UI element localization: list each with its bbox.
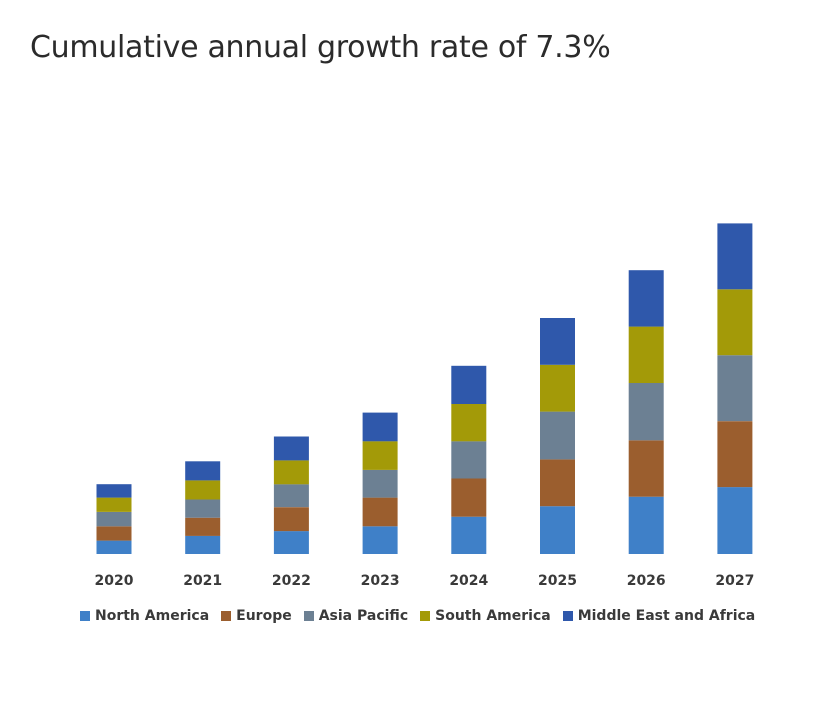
bar-segment-2022-europe bbox=[273, 507, 309, 532]
bar-segment-2027-north-america bbox=[717, 487, 753, 554]
bar-segment-2022-north-america bbox=[273, 531, 309, 554]
bar-segment-2022-asia-pacific bbox=[273, 484, 309, 508]
bar-segment-2023-south-america bbox=[362, 441, 398, 470]
legend-swatch bbox=[420, 611, 431, 621]
bar-segment-2024-europe bbox=[451, 478, 487, 517]
bar-segment-2027-south-america bbox=[717, 289, 753, 356]
legend-item: Europe bbox=[221, 608, 292, 624]
legend-swatch bbox=[80, 611, 90, 621]
chart-legend: North America Europe Asia Pacific South Ame… bbox=[80, 608, 755, 624]
bar-segment-2024-middle-east-and-africa bbox=[451, 365, 487, 404]
bar-segment-2027-europe bbox=[717, 421, 753, 488]
x-tick-label: 2024 bbox=[449, 573, 488, 589]
legend-swatch bbox=[221, 611, 232, 621]
bar-segment-2023-north-america bbox=[362, 526, 398, 554]
legend-label: Asia Pacific bbox=[318, 608, 409, 624]
bar-segment-2021-asia-pacific bbox=[185, 499, 221, 518]
bar-segment-2025-middle-east-and-africa bbox=[540, 318, 575, 365]
bar-segment-2021-middle-east-and-africa bbox=[185, 461, 221, 481]
bar-segment-2023-middle-east-and-africa bbox=[362, 412, 398, 442]
bar-segment-2027-middle-east-and-africa bbox=[717, 223, 753, 290]
bar-segment-2026-asia-pacific bbox=[628, 383, 664, 441]
legend-label: Middle East and Africa bbox=[577, 608, 756, 624]
legend-item: North America bbox=[80, 608, 209, 624]
bar-segment-2026-middle-east-and-africa bbox=[628, 270, 664, 327]
bar-segment-2024-south-america bbox=[451, 404, 487, 442]
bar-segment-2022-south-america bbox=[273, 460, 309, 485]
x-tick-label: 2020 bbox=[95, 573, 134, 589]
x-tick-label: 2027 bbox=[715, 573, 754, 589]
bar-segment-2021-north-america bbox=[185, 535, 221, 554]
x-tick-label: 2022 bbox=[272, 573, 311, 589]
bar-segment-2025-europe bbox=[540, 459, 575, 507]
legend-label: South America bbox=[435, 608, 551, 624]
legend-label: North America bbox=[95, 608, 210, 624]
bar-segment-2024-asia-pacific bbox=[451, 441, 487, 479]
bar-segment-2025-north-america bbox=[540, 506, 575, 554]
bars-group bbox=[96, 223, 753, 554]
bar-segment-2020-asia-pacific bbox=[96, 512, 132, 527]
x-tick-label: 2026 bbox=[627, 573, 666, 589]
bar-segment-2026-south-america bbox=[628, 326, 664, 383]
bar-segment-2023-europe bbox=[362, 497, 398, 527]
bar-segment-2020-south-america bbox=[96, 497, 132, 512]
bar-segment-2021-europe bbox=[185, 517, 221, 536]
legend-item: Middle East and Africa bbox=[562, 608, 756, 624]
x-axis-ticks: 2020 2021 2022 2023 2024 2025 2026 2027 bbox=[95, 573, 755, 589]
bar-segment-2020-middle-east-and-africa bbox=[96, 484, 132, 498]
bar-segment-2024-north-america bbox=[451, 516, 487, 554]
bar-segment-2025-south-america bbox=[540, 364, 575, 412]
bar-segment-2026-north-america bbox=[628, 496, 664, 554]
legend-label: Europe bbox=[236, 608, 292, 624]
legend-swatch bbox=[303, 611, 314, 621]
bar-segment-2022-middle-east-and-africa bbox=[273, 436, 309, 461]
bar-segment-2025-asia-pacific bbox=[540, 411, 575, 460]
page-title: Cumulative annual growth rate of 7.3% bbox=[30, 30, 611, 65]
legend-item: Asia Pacific bbox=[303, 608, 409, 624]
legend-swatch bbox=[562, 611, 573, 621]
bar-segment-2020-north-america bbox=[96, 540, 132, 554]
bar-segment-2023-asia-pacific bbox=[362, 469, 398, 498]
bar-segment-2026-europe bbox=[628, 440, 664, 497]
bar-segment-2027-asia-pacific bbox=[717, 355, 753, 422]
x-tick-label: 2021 bbox=[183, 573, 222, 589]
x-tick-label: 2023 bbox=[361, 573, 400, 589]
legend-item: South America bbox=[420, 608, 551, 624]
bar-segment-2021-south-america bbox=[185, 480, 221, 500]
x-tick-label: 2025 bbox=[538, 573, 577, 589]
bar-segment-2020-europe bbox=[96, 526, 132, 541]
